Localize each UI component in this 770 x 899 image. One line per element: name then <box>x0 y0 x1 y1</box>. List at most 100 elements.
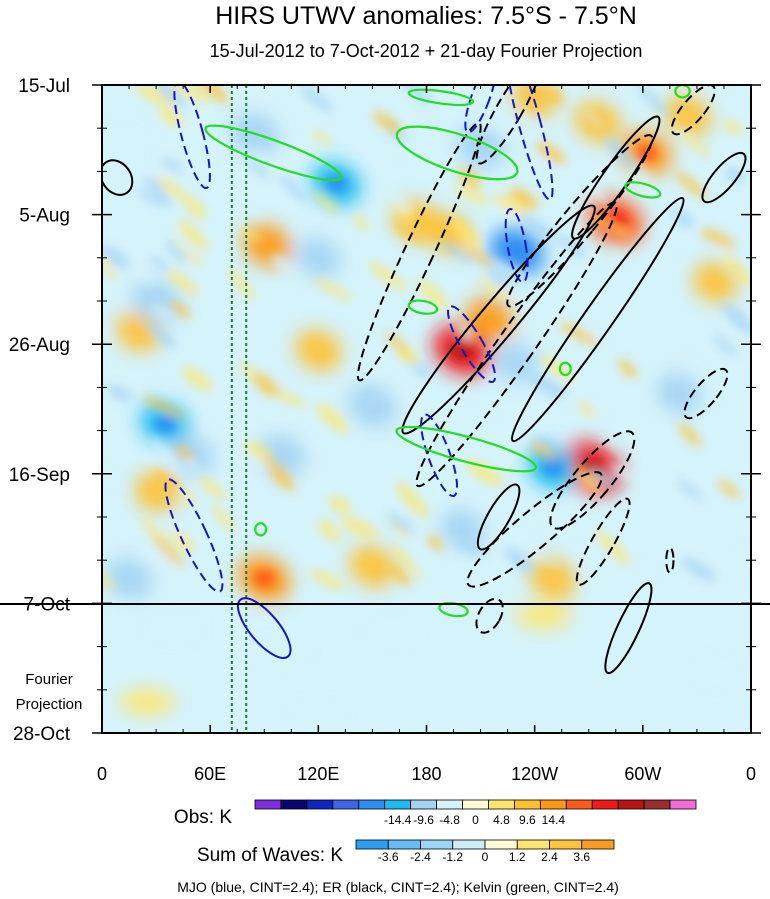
anomaly-streak <box>439 240 475 265</box>
kelvin-contour <box>407 88 475 107</box>
colorbar-tick-label: -4.8 <box>439 813 460 827</box>
colorbar-swatch <box>254 799 282 810</box>
anomaly-blob <box>119 689 175 715</box>
colorbar-tick-label: 3.6 <box>573 850 590 864</box>
anomaly-streak <box>712 334 737 356</box>
colorbar-swatch <box>355 839 389 850</box>
anomaly-blob <box>290 701 346 728</box>
anomaly-streak <box>721 254 751 288</box>
anomaly-streak <box>618 359 637 378</box>
y-tick-label: 28-Oct <box>13 724 71 745</box>
mjo-contour <box>173 85 211 190</box>
anomaly-streak <box>408 101 437 122</box>
kelvin-contour <box>674 85 691 99</box>
anomaly-streak <box>417 279 449 309</box>
kelvin-contour <box>395 125 519 181</box>
anomaly-streak <box>151 304 172 319</box>
x-tick-label: 0 <box>746 764 756 784</box>
anomaly-streak <box>243 441 272 460</box>
kelvin-contour <box>624 181 662 199</box>
colorbar-swatch <box>280 799 308 810</box>
colorbar-swatch <box>484 839 518 850</box>
anomaly-blob <box>687 658 743 685</box>
anomaly-blob <box>102 85 141 117</box>
anomaly-streak <box>141 132 162 149</box>
kelvin-contour <box>204 124 343 182</box>
anomaly-blob <box>253 639 312 667</box>
anomaly-streak <box>102 569 114 591</box>
colorbar-tick-label: -14.4 <box>384 813 412 827</box>
anomaly-streak <box>107 385 133 402</box>
x-tick-label: 120W <box>511 764 558 784</box>
anomaly-streak <box>148 322 176 349</box>
er-contour <box>466 471 603 588</box>
anomaly-blob <box>456 125 505 169</box>
anomaly-streak <box>102 246 130 268</box>
colorbar-swatch <box>306 799 334 810</box>
anomaly-streak <box>678 423 702 447</box>
colorbar-swatch <box>549 839 583 850</box>
anomaly-streak <box>578 402 596 416</box>
er-contour <box>665 546 675 574</box>
anomaly-streak <box>260 455 295 491</box>
anomaly-streak <box>504 547 535 574</box>
anomaly-streak <box>509 187 539 209</box>
colorbar-swatch <box>669 799 697 810</box>
anomaly-blob <box>465 298 514 341</box>
anomaly-streak <box>158 108 183 126</box>
anomaly-streak <box>493 194 528 216</box>
chart-subtitle: 15-Jul-2012 to 7-Oct-2012 + 21-day Fouri… <box>210 41 643 61</box>
anomaly-streak <box>185 457 201 474</box>
anomaly-streak <box>454 184 489 204</box>
colorbar-tick-label: 2.4 <box>541 850 558 864</box>
kelvin-contour <box>558 361 572 377</box>
obs-colorbar: Obs: K -14.4 -9.6 -4.8 0 4.8 9.6 14.4 <box>174 799 697 828</box>
anomaly-streak <box>386 189 413 213</box>
anomaly-streak <box>160 158 184 172</box>
anomaly-streak <box>310 570 344 590</box>
anomaly-streak <box>141 518 165 542</box>
anomaly-streak <box>490 260 532 285</box>
anomaly-streak <box>511 515 551 536</box>
er-contour <box>401 204 596 435</box>
anomaly-streak <box>152 535 185 567</box>
anomaly-streak <box>311 131 334 145</box>
anomaly-streak <box>585 388 618 425</box>
anomaly-streak <box>372 112 403 135</box>
anomaly-streak <box>155 518 181 536</box>
anomaly-streak <box>177 220 209 250</box>
x-tick-label: 180 <box>411 764 441 784</box>
anomaly-blob <box>494 342 539 383</box>
anomaly-core <box>253 570 276 588</box>
er-contour <box>102 159 134 196</box>
anomaly-streak <box>163 239 187 263</box>
y-tick-label: 26-Aug <box>9 335 70 356</box>
x-tick-label: 60E <box>194 764 226 784</box>
x-tick-label: 120E <box>297 764 339 784</box>
projection-region-background <box>102 604 751 733</box>
anomaly-streak <box>532 434 556 451</box>
anomaly-blob <box>145 614 203 642</box>
anomaly-streak <box>556 397 578 420</box>
anomaly-streak <box>249 161 270 178</box>
colorbar-swatch <box>410 799 437 810</box>
anomaly-streak <box>700 228 736 249</box>
anomaly-streak <box>409 359 432 378</box>
anomaly-streak <box>252 373 279 397</box>
anomaly-streak <box>397 348 419 364</box>
anomaly-blob <box>692 262 737 303</box>
er-contour <box>510 196 685 443</box>
anomaly-streak <box>581 110 605 128</box>
anomaly-streak <box>609 463 642 484</box>
projection-label-line-2: Projection <box>16 696 83 713</box>
anomaly-streak <box>681 558 717 582</box>
colorbar-swatch <box>358 799 386 810</box>
anomaly-blob <box>664 95 711 137</box>
anomaly-streak <box>328 496 351 514</box>
anomaly-streak <box>530 441 557 460</box>
waves-colorbar: Sum of Waves: K -3.6 -2.4 -1.2 0 1.2 2.4 3.6 <box>197 839 615 866</box>
er-contour <box>701 151 747 204</box>
anomaly-streak <box>175 446 194 461</box>
colorbar-tick-label: -9.6 <box>413 813 434 827</box>
